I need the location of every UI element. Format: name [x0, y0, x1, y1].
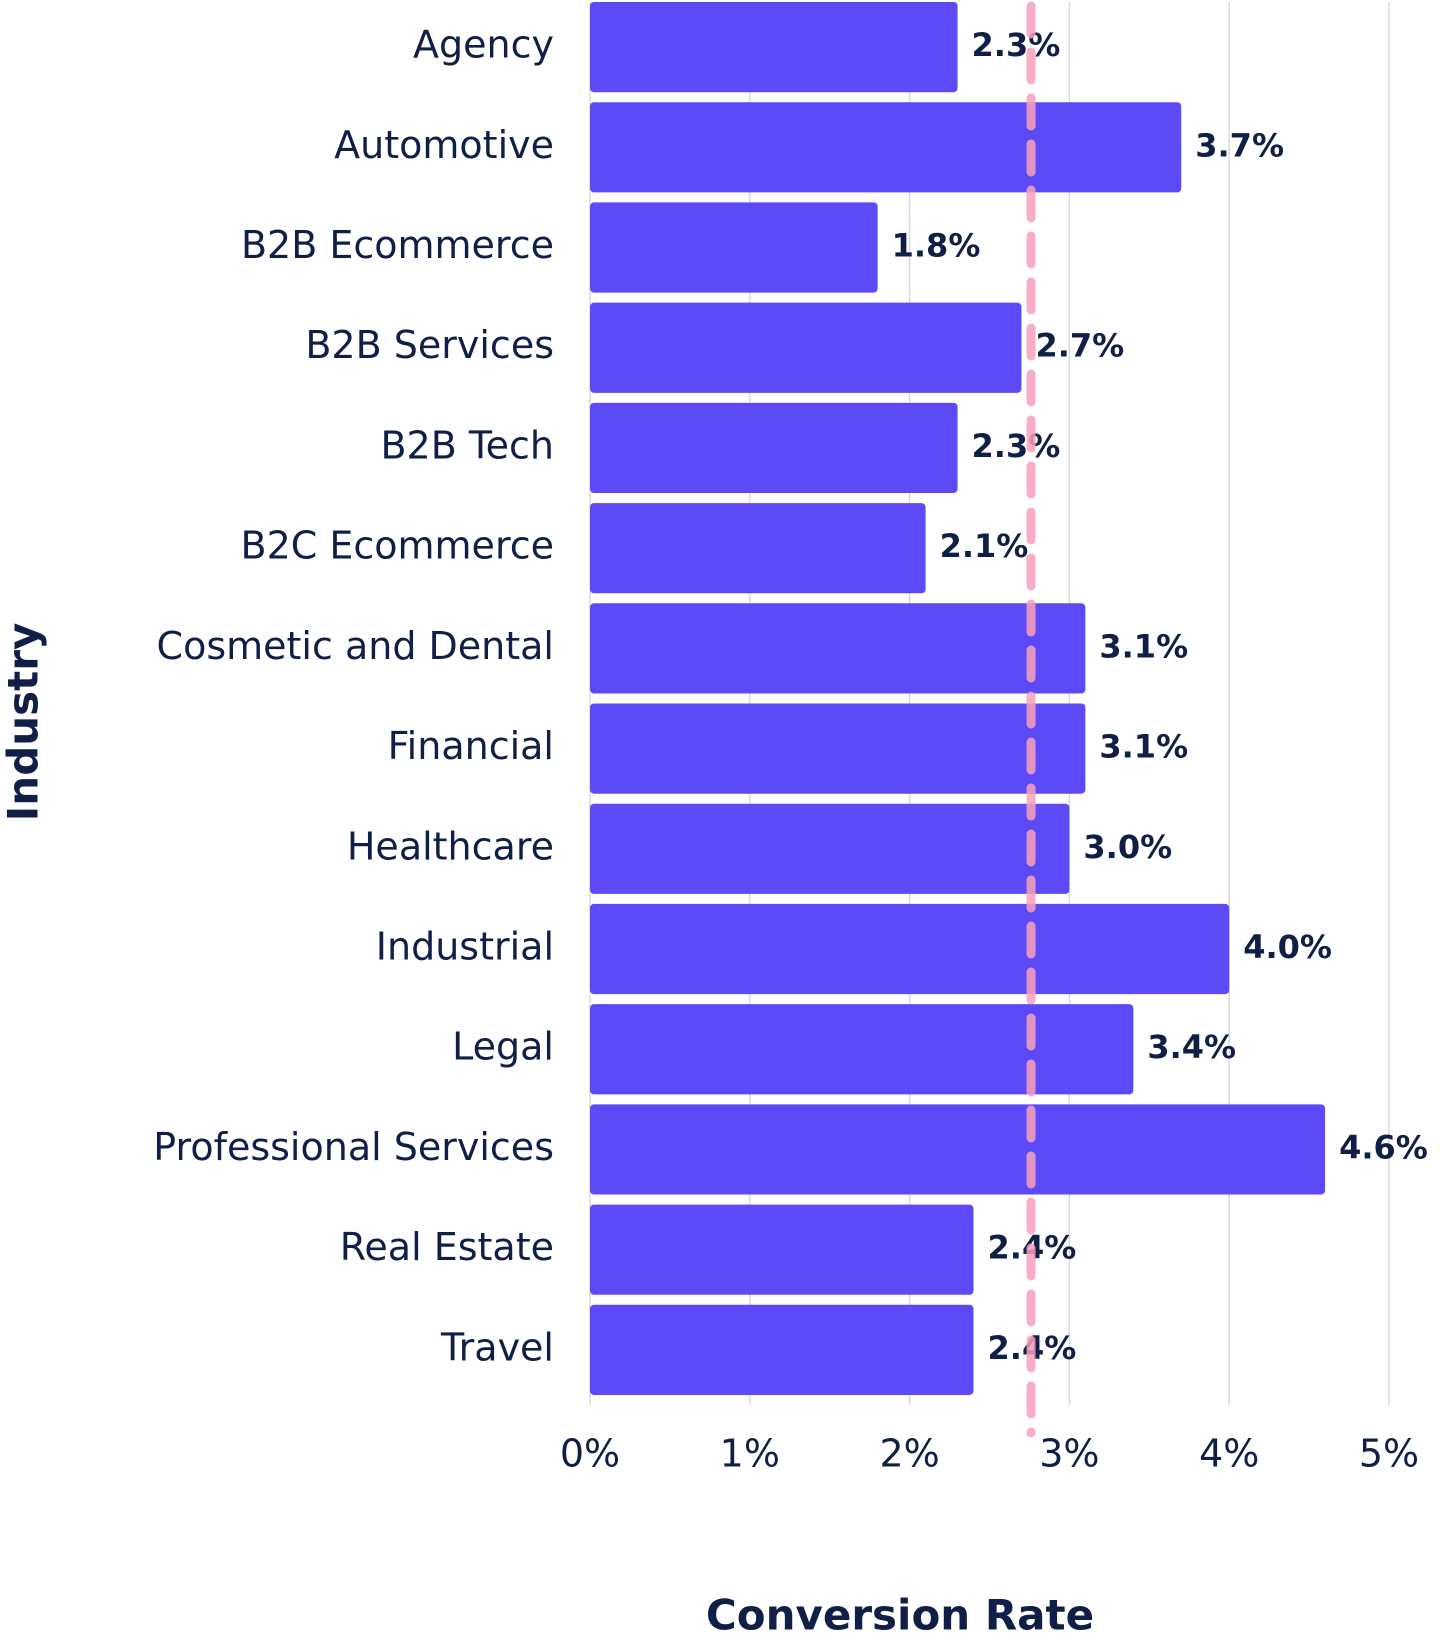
value-label: 3.1% [1099, 728, 1188, 766]
x-tick-label: 1% [720, 1432, 780, 1476]
x-axis-title: Conversion Rate [706, 1591, 1094, 1640]
value-label: 2.3% [972, 427, 1061, 465]
bar [590, 803, 1070, 894]
bar [590, 703, 1086, 794]
x-tick-label: 3% [1039, 1432, 1099, 1476]
category-label: Travel [440, 1325, 554, 1369]
value-label: 3.7% [1195, 126, 1284, 164]
value-label: 4.0% [1243, 928, 1332, 966]
category-label: Professional Services [153, 1125, 554, 1169]
bar [590, 2, 958, 93]
value-label: 1.8% [892, 227, 981, 265]
category-label: Cosmetic and Dental [157, 624, 554, 668]
bar [590, 202, 878, 293]
category-label: Healthcare [347, 824, 554, 868]
bar [590, 603, 1086, 694]
category-label: Legal [452, 1025, 554, 1069]
category-label: B2B Ecommerce [241, 223, 554, 267]
value-label: 2.1% [940, 527, 1029, 565]
category-label: B2B Tech [380, 423, 554, 467]
y-axis-title: Industry [0, 623, 48, 822]
value-label: 2.3% [972, 26, 1061, 64]
bar [590, 1104, 1326, 1195]
bar [590, 1204, 974, 1295]
bar [590, 903, 1230, 995]
value-label: 2.7% [1035, 327, 1124, 365]
bar [590, 503, 926, 594]
bar [590, 302, 1022, 393]
x-tick-label: 4% [1199, 1432, 1259, 1476]
x-tick-label: 0% [560, 1432, 620, 1476]
category-label: Real Estate [340, 1225, 554, 1269]
category-label: Financial [388, 724, 554, 768]
bar [590, 1304, 974, 1395]
category-label: B2B Services [305, 323, 554, 367]
bar [590, 102, 1182, 193]
value-label: 3.4% [1147, 1028, 1236, 1066]
bar [590, 402, 958, 494]
x-tick-label: 2% [879, 1432, 939, 1476]
category-label: B2C Ecommerce [241, 524, 554, 568]
category-label: Agency [413, 23, 554, 67]
value-label: 3.0% [1083, 828, 1172, 866]
bar [590, 1004, 1134, 1095]
category-label: Industrial [376, 925, 554, 969]
category-label: Automotive [334, 123, 554, 167]
x-tick-label: 5% [1359, 1432, 1419, 1476]
value-label: 4.6% [1339, 1128, 1428, 1166]
value-label: 3.1% [1099, 627, 1188, 665]
